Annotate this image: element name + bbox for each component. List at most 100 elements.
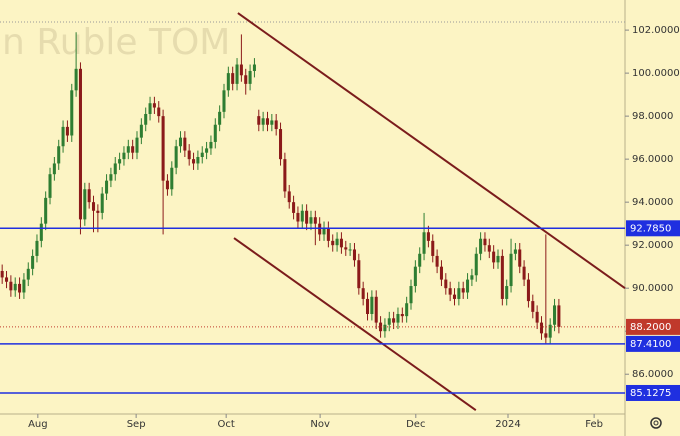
settings-gear <box>650 417 662 429</box>
trend-line <box>233 237 477 411</box>
candle-body <box>457 288 461 299</box>
candle-body <box>379 322 383 332</box>
candle-body <box>518 249 522 267</box>
candle-body <box>205 148 209 153</box>
y-tick-label: 96.0000 <box>632 154 673 165</box>
candle-body <box>448 288 452 295</box>
candle-body <box>270 120 274 125</box>
candle-body <box>431 240 435 256</box>
candle-body <box>487 245 491 252</box>
candle-body <box>244 75 248 84</box>
level-label: 85.1275 <box>630 388 671 399</box>
candle-body <box>161 116 165 181</box>
candle-body <box>348 249 352 251</box>
candle-body <box>396 313 400 323</box>
candle-body <box>22 279 26 293</box>
candle-body <box>309 217 313 224</box>
candle-body <box>405 303 409 317</box>
last-price-badge <box>626 318 680 335</box>
candle-body <box>392 318 396 323</box>
candle-body <box>300 210 304 222</box>
candle-body <box>400 313 404 317</box>
y-tick-label: 86.0000 <box>632 369 673 380</box>
candle-body <box>109 174 113 181</box>
candle-body <box>113 163 117 175</box>
candle-body <box>96 210 100 213</box>
candle-body <box>100 193 104 213</box>
candle-body <box>331 240 335 246</box>
candle-body <box>461 288 465 293</box>
x-tick-label: Feb <box>585 419 603 430</box>
candle-body <box>148 103 152 114</box>
level-label: 92.7850 <box>630 223 671 234</box>
candle-body <box>470 275 474 280</box>
candle-body <box>426 232 430 241</box>
x-tick-label: Dec <box>406 419 425 430</box>
candle-body <box>18 283 22 293</box>
candle-body <box>144 113 148 125</box>
candle-body <box>444 279 448 289</box>
candle-body <box>418 253 422 267</box>
candle-body <box>387 318 391 325</box>
candle-body <box>466 279 470 293</box>
candle-body <box>305 210 309 224</box>
candle-body <box>505 286 509 299</box>
candle-body <box>326 227 330 241</box>
y-tick-label: 92.0000 <box>632 240 673 251</box>
candle-body <box>192 159 196 164</box>
y-tick-label: 94.0000 <box>632 197 673 208</box>
candle-body <box>483 238 487 246</box>
candle-body <box>257 116 261 125</box>
settings-gear-core <box>653 420 659 426</box>
candle-body <box>544 333 548 338</box>
candle-body <box>274 120 278 130</box>
candle-body <box>344 247 348 250</box>
y-tick-label: 100.0000 <box>632 68 680 79</box>
candle-body <box>48 174 52 198</box>
candle-body <box>178 137 183 147</box>
candle-body <box>522 266 526 280</box>
settings-icon[interactable] <box>650 417 662 429</box>
x-tick-label: 2024 <box>495 419 520 430</box>
candle-body <box>152 103 156 108</box>
candle-body <box>479 238 483 254</box>
candle-body <box>209 141 213 149</box>
candle-body <box>183 137 187 151</box>
level-badge <box>626 335 680 352</box>
candle-body <box>170 167 174 190</box>
candle-body <box>39 223 43 241</box>
candle-body <box>165 180 169 190</box>
candle-body <box>218 111 222 125</box>
candle-body <box>196 156 200 164</box>
candle-body <box>539 322 544 334</box>
candle-body <box>9 281 13 291</box>
candle-body <box>26 268 30 280</box>
candle-body <box>279 129 283 160</box>
candle-body <box>287 191 291 203</box>
candle-body <box>52 163 56 175</box>
x-tick-label: Nov <box>310 419 330 430</box>
candle-body <box>265 118 270 125</box>
candle-body <box>365 298 370 314</box>
candle-body <box>322 227 326 235</box>
candle-body <box>65 126 69 136</box>
candle-body <box>292 202 296 213</box>
x-tick-label: Aug <box>28 419 48 430</box>
candle-body <box>492 251 496 263</box>
candle-body <box>509 253 513 287</box>
candle-body <box>513 249 517 254</box>
candle-body <box>435 255 439 267</box>
candle-body <box>248 70 252 84</box>
candle-body <box>252 64 256 71</box>
candle-body <box>261 118 265 125</box>
candle-body <box>409 286 413 304</box>
candle-body <box>122 152 126 160</box>
y-tick-label: 98.0000 <box>632 111 673 122</box>
candle-body <box>239 64 243 76</box>
candle-body <box>557 305 561 327</box>
candle-body <box>361 288 365 299</box>
candle-body <box>357 260 361 289</box>
candle-body <box>496 255 500 263</box>
candle-body <box>91 202 96 211</box>
